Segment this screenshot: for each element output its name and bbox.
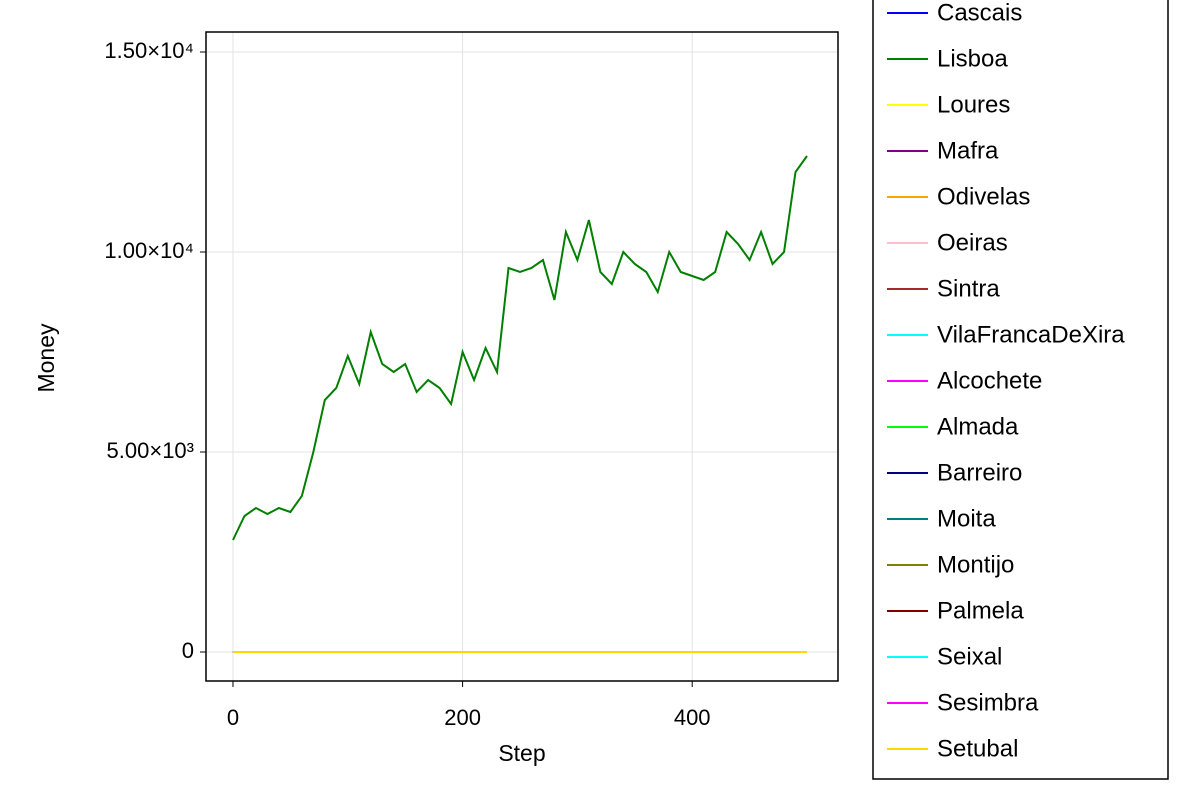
y-axis-label: Money [33,323,59,393]
legend-label: Almada [937,413,1019,440]
legend-label: Sesimbra [937,689,1039,716]
legend-label: Montijo [937,551,1014,578]
legend-box [872,0,1169,780]
line [232,155,808,541]
y-tick-label: 1.00×10⁴ [104,238,194,263]
legend-label: Moita [937,505,996,532]
legend-label: Barreiro [937,459,1022,486]
x-tick-label: 0 [227,705,239,730]
legend-label: Loures [937,91,1010,118]
legend-label: VilaFrancaDeXira [937,321,1125,348]
legend-label: Mafra [937,137,999,164]
legend-label: Odivelas [937,183,1030,210]
y-tick-label: 5.00×10³ [107,438,194,463]
x-tick-label: 200 [444,705,481,730]
legend-label: Seixal [937,643,1002,670]
legend-label: Palmela [937,597,1024,624]
plot-frame [205,31,839,682]
y-tick-label: 0 [182,638,194,663]
legend-label: Alcochete [937,367,1042,394]
legend-label: Oeiras [937,229,1008,256]
x-axis-label: Step [498,740,545,766]
legend-label: Setubal [937,735,1018,762]
x-tick-label: 400 [674,705,711,730]
legend-label: Sintra [937,275,1000,302]
legend-label: Lisboa [937,45,1008,72]
legend-label: Cascais [937,0,1022,26]
y-tick-label: 1.50×10⁴ [104,38,194,63]
